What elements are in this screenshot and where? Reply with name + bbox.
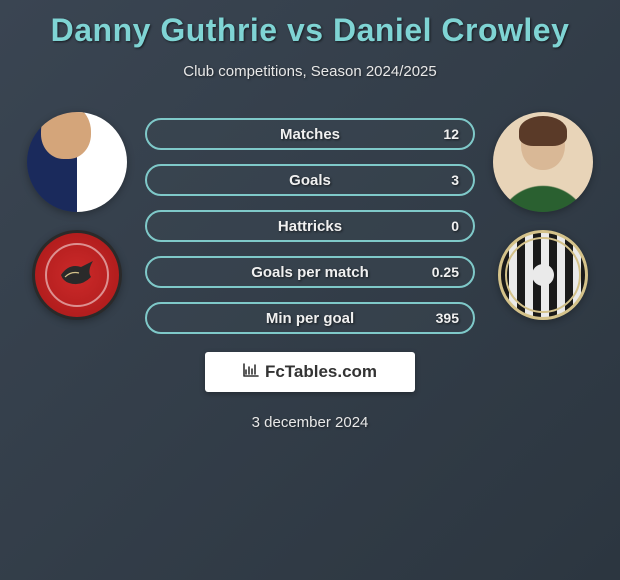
stat-label: Matches [280,126,340,143]
stat-row: Min per goal 395 [145,302,475,334]
club-right-badge [498,230,588,320]
left-column [27,112,127,320]
stat-label: Goals per match [251,264,369,281]
date-text: 3 december 2024 [252,414,369,431]
stat-label: Hattricks [278,218,342,235]
stat-right-value: 12 [443,126,459,142]
stat-right-value: 0.25 [432,264,459,280]
stat-right-value: 395 [436,310,459,326]
comparison-row: Matches 12 Goals 3 Hattricks 0 Goals per… [0,112,620,334]
stat-right-value: 0 [451,218,459,234]
player-right-avatar [493,112,593,212]
stat-row: Matches 12 [145,118,475,150]
subtitle: Club competitions, Season 2024/2025 [183,63,437,80]
ball-icon [532,264,554,286]
stat-row: Hattricks 0 [145,210,475,242]
comparison-card: Danny Guthrie vs Daniel Crowley Club com… [0,0,620,580]
chart-icon [243,363,259,381]
stat-row: Goals 3 [145,164,475,196]
brand-text: FcTables.com [265,362,377,382]
player-left-avatar [27,112,127,212]
stat-label: Min per goal [266,310,354,327]
stat-right-value: 3 [451,172,459,188]
stat-row: Goals per match 0.25 [145,256,475,288]
swift-icon [57,257,97,293]
page-title: Danny Guthrie vs Daniel Crowley [51,12,570,49]
brand-badge[interactable]: FcTables.com [205,352,415,392]
club-left-badge [32,230,122,320]
right-column [493,112,593,320]
stat-label: Goals [289,172,331,189]
stats-list: Matches 12 Goals 3 Hattricks 0 Goals per… [145,118,475,334]
